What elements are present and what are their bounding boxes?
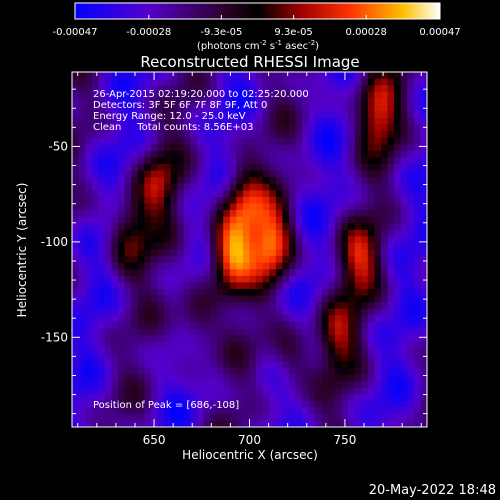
chart-title: Reconstructed RHESSI Image [140, 53, 359, 71]
y-tick-label: -150 [41, 330, 68, 344]
overlay-peak-position: Position of Peak = [686,-108] [93, 400, 239, 411]
y-tick-label: -50 [48, 139, 68, 153]
overlay-energy-range: Energy Range: 12.0 - 25.0 keV [93, 111, 246, 122]
colorbar-tick-label: 0.00028 [346, 27, 387, 38]
colorbar-ticks [74, 15, 441, 19]
overlay-detectors: Detectors: 3F 5F 6F 7F 8F 9F, Att 0 [93, 100, 267, 111]
x-tick-label: 650 [143, 433, 166, 447]
colorbar-tick-labels: -0.00047 -0.00028 -9.3e-05 9.3e-05 0.00028 0.… [53, 27, 461, 38]
colorbar-tick-label: -0.00028 [126, 27, 171, 38]
colorbar-tick-label: 0.00047 [419, 27, 460, 38]
colorbar-tick-label: -0.00047 [53, 27, 98, 38]
heatmap-image [72, 72, 427, 427]
axes: 650 700 750 -50 -100 -150 [41, 72, 427, 447]
overlay-clean-counts: Clean Total counts: 8.56E+03 [93, 122, 253, 133]
footer-date: 20-May-2022 18:48 [369, 483, 496, 498]
colorbar-units: (photons cm-2 s-1 asec-2) [197, 39, 319, 52]
colorbar [74, 2, 441, 20]
x-tick-label: 750 [333, 433, 356, 447]
colorbar-tick-label: 9.3e-05 [274, 27, 312, 38]
overlay-time-range: 26-Apr-2015 02:19:20.000 to 02:25:20.000 [93, 89, 309, 100]
colorbar-tick-label: -9.3e-05 [200, 27, 242, 38]
y-tick-label: -100 [41, 235, 68, 249]
x-axis-label: Heliocentric X (arcsec) [182, 448, 318, 462]
x-tick-label: 700 [238, 433, 261, 447]
y-axis-label: Heliocentric Y (arcsec) [15, 183, 29, 318]
